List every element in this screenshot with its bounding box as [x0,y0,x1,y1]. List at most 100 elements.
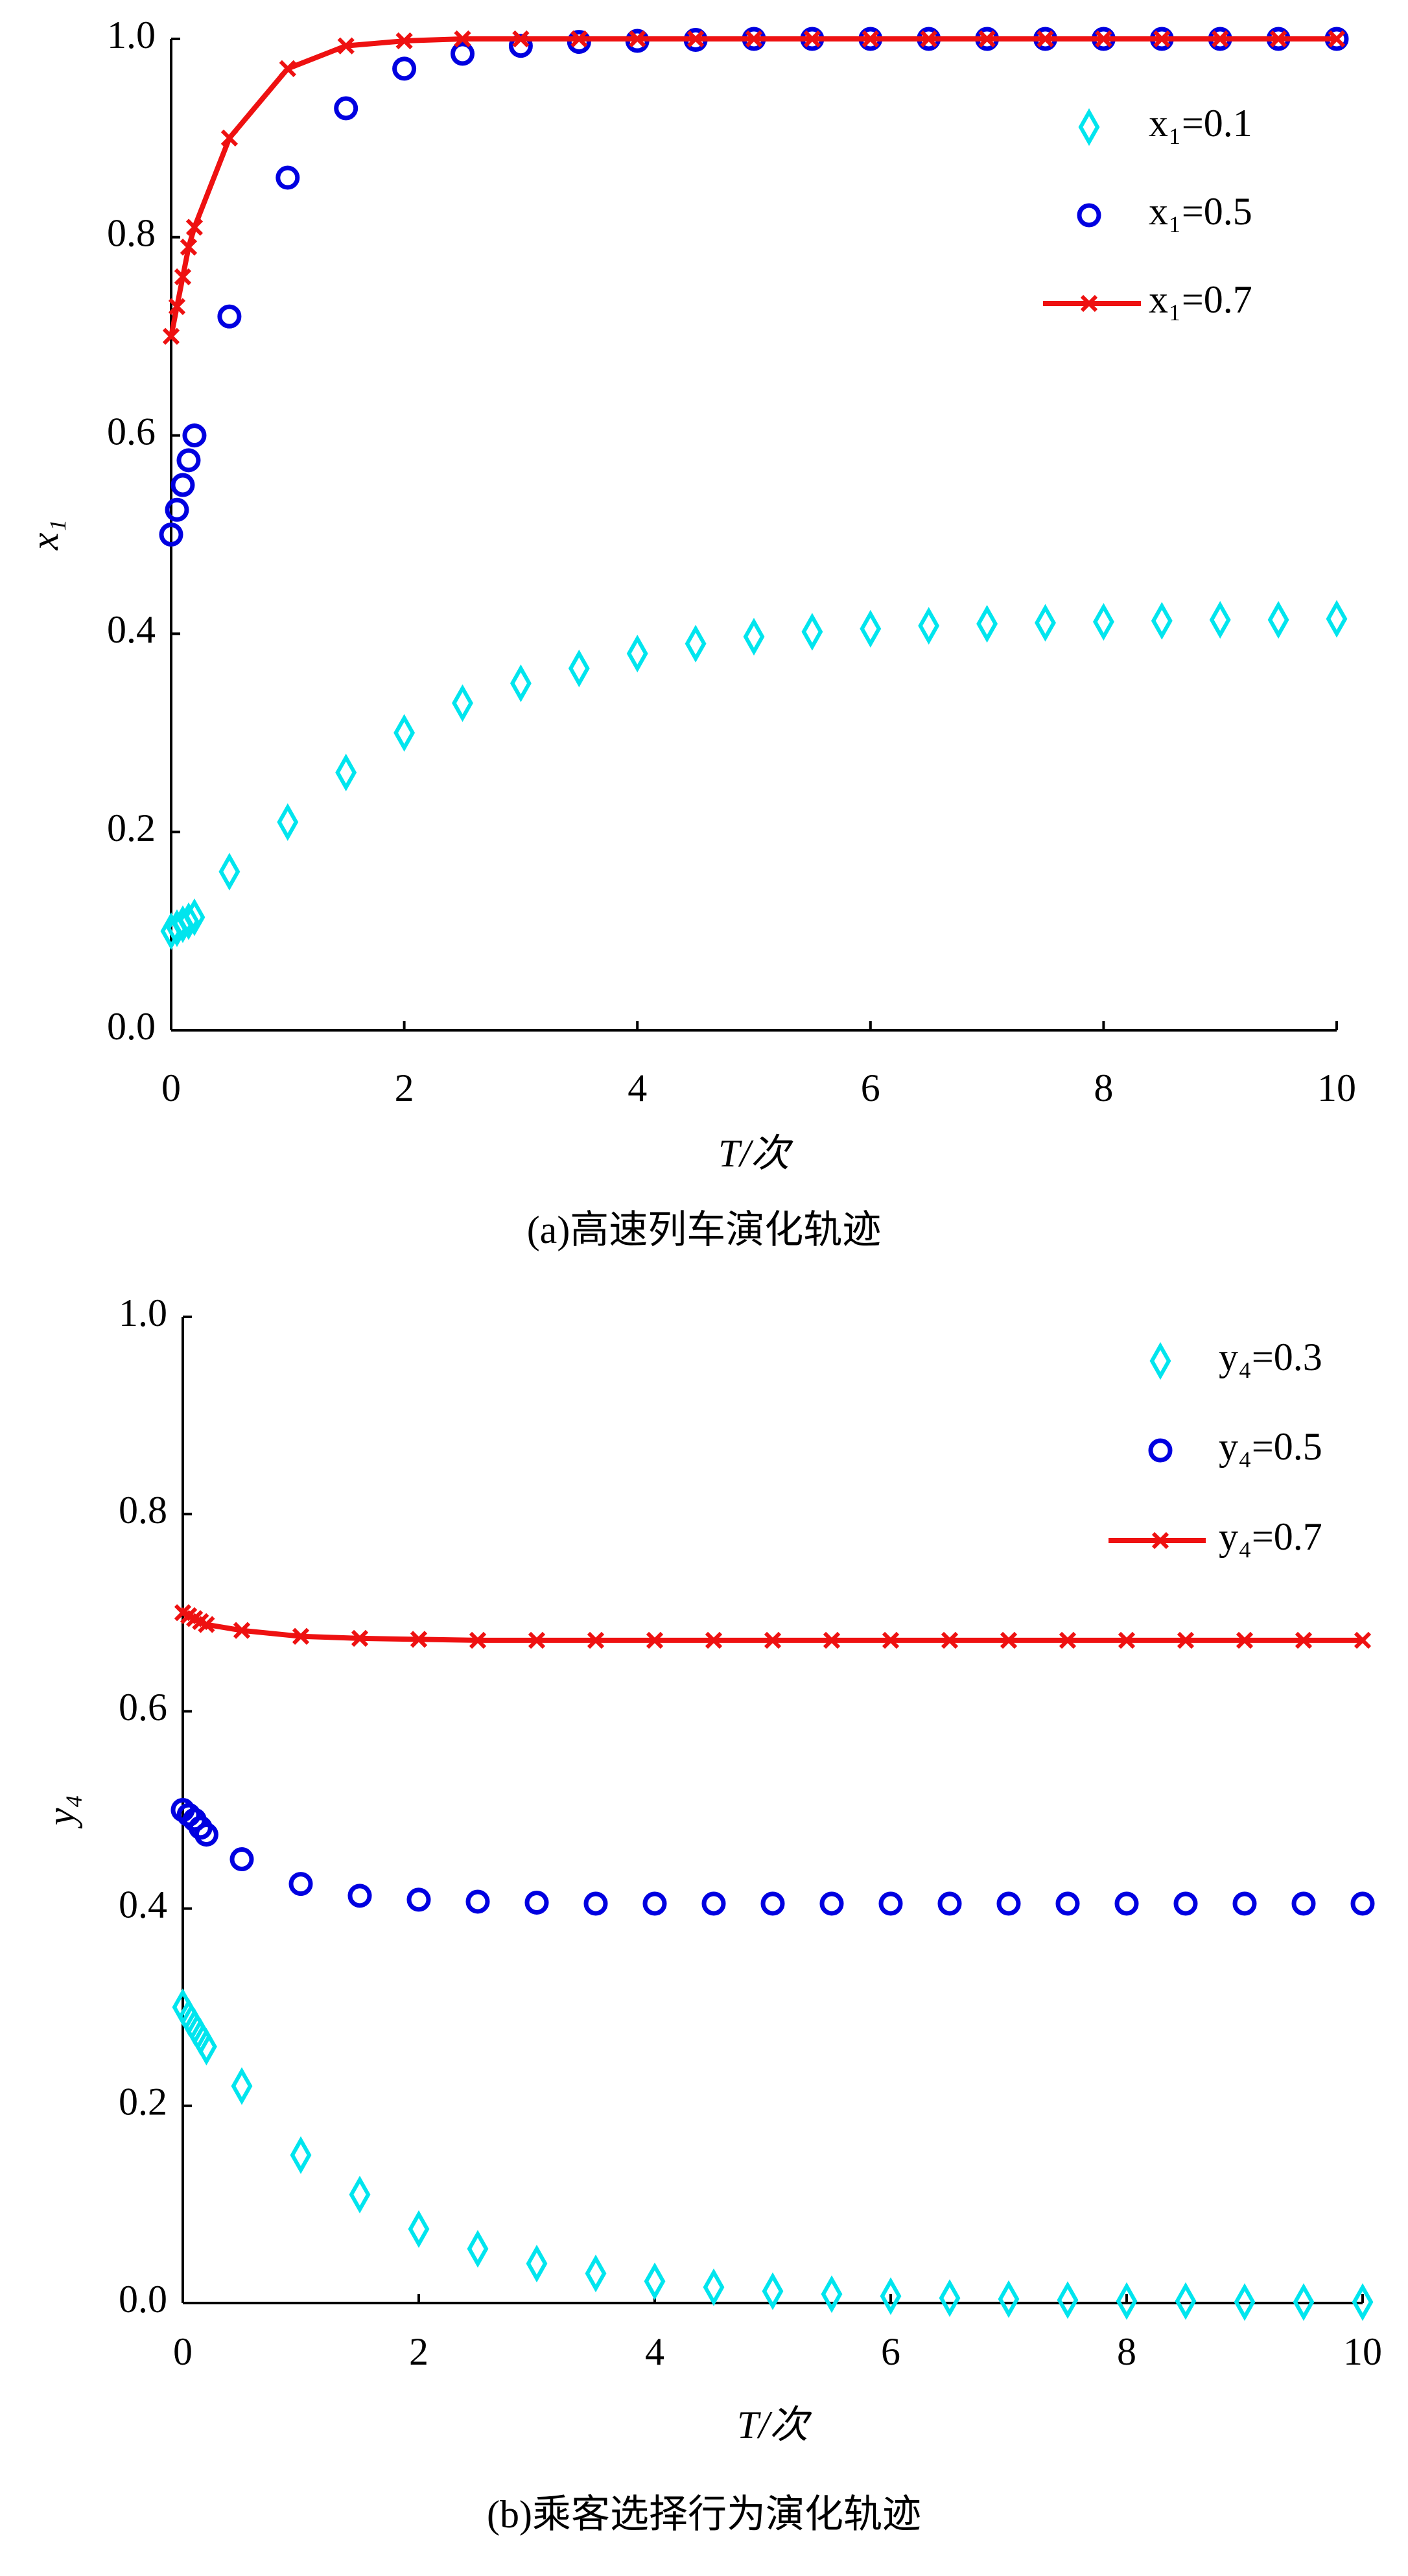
diamond-marker [393,714,416,752]
circle-marker [760,1891,785,1916]
x-tick-label: 10 [1317,1067,1356,1109]
y-tick-label: 0.2 [119,2081,167,2123]
x-marker [395,32,413,50]
diamond-marker [195,2027,217,2066]
x-marker [1328,30,1346,48]
x-marker [174,268,192,286]
x-marker [629,30,646,48]
diamond-marker [762,2272,784,2310]
y-tick-label: 0.8 [107,212,156,255]
diamond-marker [183,898,205,936]
diamond-marker [452,684,473,722]
circle-marker [567,30,591,54]
x-marker [1037,30,1054,48]
y-tick-label: 0.0 [107,1005,156,1048]
circle-marker [194,1823,218,1847]
x-marker [646,1631,664,1649]
diamond-marker [510,664,532,702]
diamond-marker [467,2230,489,2268]
diamond-marker [1175,2282,1197,2321]
y-tick-label: 0.8 [119,1489,167,1531]
x-marker [882,1631,900,1649]
diamond-marker [1116,2282,1138,2321]
y-tick-label: 0.6 [107,410,156,453]
diamond-marker [526,2245,548,2283]
diamond-marker [1267,600,1289,639]
circle-marker [159,523,183,547]
legend-label: x₁=0.7 [1149,278,1252,321]
diamond-marker [998,2280,1020,2319]
diamond-marker [1057,2281,1079,2319]
x-marker [823,1631,841,1649]
x-marker [1236,1631,1254,1649]
circle-marker [1350,1891,1375,1916]
x-marker [410,1631,428,1648]
diamond-marker [231,2067,253,2105]
circle-marker [1291,1891,1316,1916]
diamond-marker [335,753,357,792]
x-marker [570,30,588,48]
x-tick-label: 4 [628,1067,647,1109]
x-marker [512,30,530,48]
y-tick-label: 0.4 [119,1883,167,1926]
x-marker [162,327,180,345]
diamond-marker [1352,2283,1374,2321]
y-axis-label: x₁ [23,519,66,551]
diamond-marker [976,605,998,643]
legend-marker [1149,1341,1171,1380]
diamond-marker [408,2210,430,2249]
circle-marker [583,1891,608,1916]
x-marker [528,1631,546,1649]
legend-marker [1080,294,1098,313]
circle-marker [229,1847,254,1872]
diamond-marker [277,803,299,842]
y-tick-label: 0.2 [107,807,156,849]
x-marker [185,219,204,236]
x-tick-label: 0 [173,2330,193,2373]
circle-marker [406,1887,431,1912]
legend-label: x₁=0.5 [1149,190,1252,233]
circle-marker [878,1891,903,1916]
x-tick-label: 10 [1343,2330,1382,2373]
x-marker [337,37,355,54]
y-tick-label: 0.0 [119,2278,167,2321]
diamond-marker [585,2254,607,2293]
diamond-marker [860,609,882,648]
x-tick-label: 6 [861,1067,880,1109]
diamond-marker [743,617,765,656]
x-marker [862,30,879,48]
circle-marker [937,1891,962,1916]
x-marker [1059,1631,1077,1649]
diamond-marker [1151,602,1173,640]
circle-marker [508,34,533,58]
diamond-marker [1209,600,1231,639]
x-tick-label: 0 [161,1067,181,1109]
legend-marker [1148,1438,1173,1463]
x-marker [220,129,239,147]
circle-marker [347,1884,372,1908]
diamond-marker [1293,2283,1315,2321]
x-marker [686,30,705,48]
circle-marker [276,165,300,190]
circle-marker [170,473,195,497]
circle-marker [996,1891,1021,1916]
diamond-marker [918,607,940,645]
circle-marker [701,1891,726,1916]
x-axis-label: T/次 [737,2404,812,2446]
x-marker [1118,1631,1136,1649]
circle-marker [524,1890,549,1915]
circle-marker [392,56,417,81]
legend-marker [1151,1531,1169,1550]
x-marker [1095,30,1112,48]
x-marker [941,1631,959,1649]
circle-marker [1114,1891,1139,1916]
x-marker [233,1622,251,1639]
x-tick-label: 6 [881,2330,900,2373]
y-tick-label: 1.0 [119,1292,167,1334]
x-marker [1354,1631,1372,1649]
y-tick-label: 1.0 [107,14,156,56]
x-axis-label: T/次 [718,1132,793,1175]
x-tick-label: 4 [645,2330,664,2373]
x-marker [279,60,296,77]
diamond-marker [1035,604,1056,642]
